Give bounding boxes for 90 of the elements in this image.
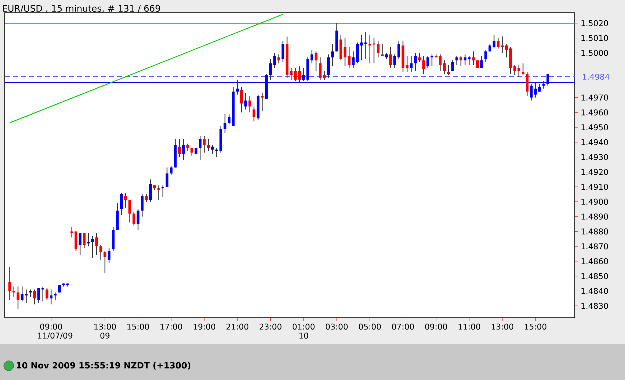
candlestick (497, 38, 500, 50)
candlestick (116, 203, 119, 231)
candlestick (120, 192, 124, 216)
candlestick (38, 288, 40, 304)
candlestick (46, 288, 49, 301)
candlestick (460, 56, 463, 67)
candlestick (331, 44, 334, 67)
candlestick (314, 51, 318, 72)
candlestick (78, 232, 82, 256)
candlestick (74, 231, 78, 252)
candlestick (389, 46, 392, 68)
candlestick (472, 51, 475, 66)
candlestick (87, 232, 90, 247)
candlestick (12, 286, 16, 298)
candlestick (136, 208, 140, 231)
candlestick (54, 292, 57, 301)
candlestick (91, 236, 94, 259)
candlestick (174, 139, 177, 168)
candlestick (269, 58, 272, 80)
candlestick (439, 54, 442, 72)
candlestick (468, 56, 471, 66)
candlestick (282, 40, 285, 62)
candlestick (410, 56, 413, 73)
candlestick (306, 57, 310, 82)
candlestick (294, 68, 297, 82)
candlestick (104, 250, 107, 274)
candlestick (220, 126, 222, 154)
candlestick (25, 289, 28, 304)
candlestick (377, 40, 380, 58)
candlestick (141, 194, 144, 218)
candlestick (16, 286, 20, 310)
candlestick (42, 286, 44, 302)
candlestick (368, 34, 372, 64)
candlestick (430, 54, 434, 67)
candlestick (166, 167, 169, 188)
candlestick (203, 136, 206, 154)
candlestick (327, 54, 330, 79)
candlestick (464, 54, 467, 66)
candlestick (108, 248, 111, 264)
candlestick (112, 226, 115, 252)
candlestick (534, 82, 538, 98)
candlestick (340, 34, 342, 62)
candlestick (21, 286, 24, 302)
candlestick (248, 96, 252, 114)
text: 10 Nov 2009 15:55:19 NZDT (+1300) (17, 362, 191, 370)
candlestick (96, 232, 98, 256)
candlestick (447, 64, 450, 76)
candlestick (414, 52, 418, 72)
candlestick (484, 50, 488, 62)
candlestick (252, 106, 256, 122)
candlestick (298, 66, 302, 84)
candlestick (530, 84, 533, 102)
candlestick (100, 244, 102, 260)
candlestick (522, 63, 525, 76)
candlestick (526, 72, 529, 97)
candlestick (50, 289, 53, 306)
candlestick (182, 139, 186, 161)
candlestick (240, 86, 244, 114)
candlestick (128, 200, 132, 224)
candlestick (319, 57, 322, 80)
candlestick (509, 46, 512, 74)
candlestick (149, 179, 152, 202)
candlestick (158, 185, 160, 201)
candlestick (261, 92, 264, 112)
candlestick (83, 232, 86, 248)
candlestick (178, 139, 182, 158)
candlestick (124, 192, 128, 208)
candlestick (426, 56, 430, 68)
candlestick (348, 46, 351, 68)
candlestick (356, 42, 360, 64)
candlestick (256, 94, 260, 121)
candlestick (501, 36, 504, 54)
candlestick (236, 80, 240, 96)
candlestick (224, 114, 227, 134)
chart-title: EUR/USD , 15 minutes, # 131 / 669 (3, 5, 160, 13)
candlestick (8, 267, 12, 301)
candlestick (422, 56, 426, 74)
candlestick (265, 74, 268, 100)
candlestick (207, 139, 210, 152)
candlestick (336, 23, 338, 52)
candlestick (443, 60, 446, 74)
candlestick (402, 40, 405, 73)
candlestick (344, 38, 347, 67)
candlestick (33, 289, 36, 306)
candlestick (162, 185, 164, 198)
candlestick (199, 136, 202, 161)
candlestick (518, 64, 520, 78)
candlestick (132, 212, 136, 226)
candlestick (244, 92, 248, 110)
candlestick (542, 81, 546, 90)
